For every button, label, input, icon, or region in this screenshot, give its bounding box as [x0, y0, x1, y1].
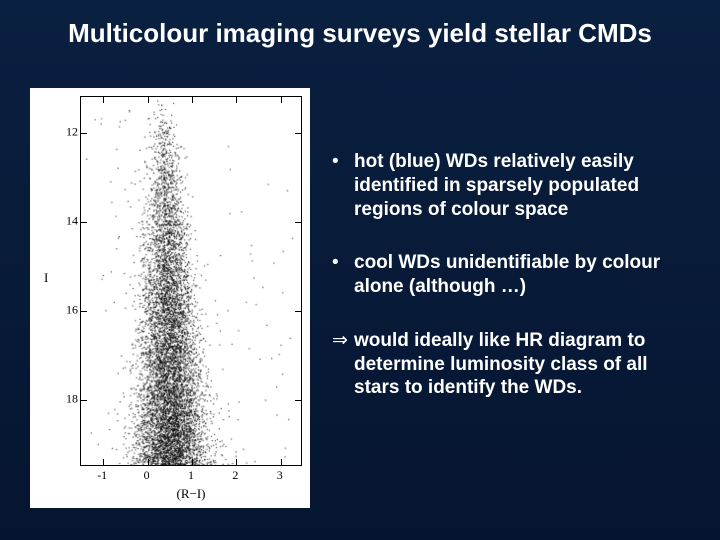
x-tick-label: 2 [232, 468, 238, 483]
bullet-text: hot (blue) WDs relatively easily identif… [354, 150, 690, 221]
x-tick-label: 0 [144, 468, 150, 483]
x-tick-label: 1 [188, 468, 194, 483]
x-tick [148, 459, 149, 465]
plot-frame [80, 96, 302, 466]
y-tick-label: 12 [66, 124, 78, 139]
bullet-item: • cool WDs unidentifiable by colour alon… [330, 251, 690, 299]
x-tick [192, 97, 193, 103]
x-tick [281, 459, 282, 465]
y-axis-label: I [44, 270, 48, 286]
x-tick [236, 459, 237, 465]
y-tick [81, 222, 87, 223]
x-tick [148, 97, 149, 103]
x-tick [236, 97, 237, 103]
x-tick-label: -1 [97, 468, 107, 483]
y-tick [295, 311, 301, 312]
x-tick [103, 97, 104, 103]
x-tick [192, 459, 193, 465]
bullet-item: ⇒ would ideally like HR diagram to deter… [330, 329, 690, 400]
bullet-dot-icon: • [330, 150, 354, 174]
x-axis-label: (R−I) [80, 486, 302, 502]
y-tick [81, 400, 87, 401]
y-tick [295, 133, 301, 134]
bullet-dot-icon: • [330, 251, 354, 275]
y-tick [81, 311, 87, 312]
bullet-text: would ideally like HR diagram to determi… [354, 329, 690, 400]
bullet-text: cool WDs unidentifiable by colour alone … [354, 251, 690, 299]
y-tick [295, 222, 301, 223]
y-tick-label: 16 [66, 302, 78, 317]
x-tick-label: 3 [277, 468, 283, 483]
x-tick [103, 459, 104, 465]
bullet-list: • hot (blue) WDs relatively easily ident… [330, 150, 690, 430]
y-tick-label: 14 [66, 213, 78, 228]
cmd-scatter-chart: I (R−I) 12141618-10123 [30, 88, 310, 508]
bullet-item: • hot (blue) WDs relatively easily ident… [330, 150, 690, 221]
y-tick [295, 400, 301, 401]
scatter-points [81, 97, 301, 465]
slide-title: Multicolour imaging surveys yield stella… [0, 18, 720, 49]
x-tick [281, 97, 282, 103]
y-tick-label: 18 [66, 392, 78, 407]
y-tick [81, 133, 87, 134]
implies-arrow-icon: ⇒ [330, 329, 354, 353]
